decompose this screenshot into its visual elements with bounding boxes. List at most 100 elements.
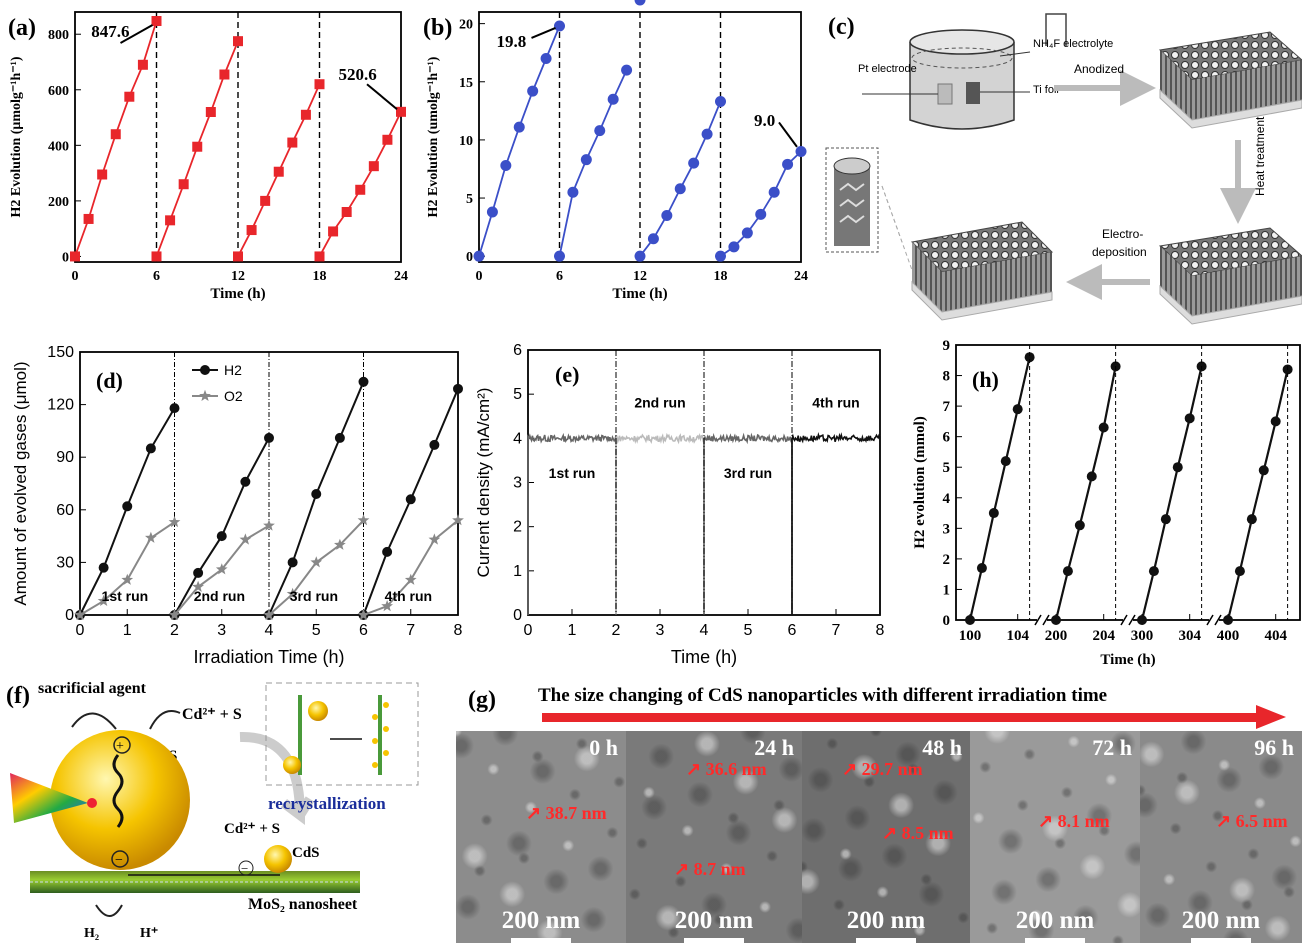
legend-marker (201, 366, 210, 375)
annotation-arrow (779, 122, 797, 146)
scale-bar (1191, 938, 1251, 943)
annotation: 520.6 (339, 65, 377, 84)
run-label: 2nd run (634, 394, 685, 410)
y-tick-label: 5 (466, 192, 473, 207)
data-point (702, 129, 713, 140)
chart-d: 0 1 2 3 4 5 6 7 80306090120150H2O21st run 2nd run… (0, 340, 465, 675)
cd-s-mid-label: Cd²⁺ + S (224, 821, 280, 837)
x-tick-label: 5 (312, 622, 321, 639)
y-tick-label: 3 (513, 475, 522, 492)
schematic-c: (c) Pt electrode NH₄F electrolyte Ti foi… (820, 0, 1302, 335)
particle-size-label: ↗ 8.5 nm (882, 823, 954, 844)
x-tick-label: 200 (1045, 628, 1068, 644)
y-axis-label: Amount of evolved gases (μmol) (11, 361, 30, 605)
data-point (635, 251, 646, 262)
panel-g-header: (g) The size changing of CdS nanoparticl… (456, 675, 1302, 731)
svg-text:−: − (241, 861, 248, 876)
cds-label-2: CdS (292, 845, 320, 861)
data-point-H2 (170, 404, 179, 413)
sem-time-label: 72 h (1092, 735, 1132, 761)
cd-s-top-label: Cd²⁺ + S (182, 706, 242, 723)
data-point (1051, 615, 1061, 625)
scale-bar-label: 200 nm (626, 907, 802, 935)
data-point (1235, 566, 1245, 576)
y-tick-label: 120 (47, 397, 74, 414)
data-point-H2 (217, 532, 226, 541)
x-tick-label: 1 (123, 622, 132, 639)
x-tick-label: 12 (633, 269, 647, 284)
run-label: 3rd run (724, 465, 772, 481)
sem-image-strip: 0 h ↗ 38.7 nm 200 nm 24 h ↗ 36.6 nm ↗ 8.7 nm 2… (456, 731, 1302, 943)
annotation: 19.8 (496, 32, 526, 51)
data-point-H2 (265, 433, 274, 442)
y-tick-label: 60 (56, 502, 74, 519)
data-point (1137, 615, 1147, 625)
schematic-f: (f) sacrificial agent Cd²⁺ + S CdS + − −… (0, 675, 456, 943)
chart-e: 0 1 2 3 4 5 6 7 801234561st run2nd run3rd run4th… (465, 340, 900, 675)
data-point (514, 122, 525, 133)
y-tick-label: 800 (48, 28, 69, 43)
nanotube-array-1 (1160, 32, 1302, 128)
y-tick-label: 0 (513, 607, 522, 624)
x-tick-label: 100 (959, 628, 982, 644)
data-point (1223, 615, 1233, 625)
data-point (287, 138, 297, 148)
x-tick-label: 4 (265, 622, 274, 639)
annotation: 9.0 (754, 111, 775, 130)
x-axis-label: Time (h) (612, 286, 667, 302)
y-tick-label: 400 (48, 139, 69, 154)
panel-label: (a) (8, 15, 36, 41)
scale-bar (856, 938, 916, 943)
data-point (396, 107, 406, 117)
x-tick-label: 18 (714, 269, 728, 284)
x-tick-label: 6 (788, 622, 797, 639)
data-point-O2 (240, 533, 252, 544)
y-axis-label: H2 evolution (mmol) (912, 416, 928, 549)
plot-frame (956, 345, 1300, 620)
x-tick-label: 6 (359, 622, 368, 639)
x-tick-label: 2 (170, 622, 179, 639)
x-axis-label: Time (h) (210, 286, 265, 302)
sem-image: 48 h ↗ 29.7 nm ↗ 8.5 nm 200 nm (802, 731, 971, 943)
x-tick-label: 104 (1006, 628, 1029, 644)
data-point (989, 508, 999, 518)
data-point (97, 170, 107, 180)
y-tick-label: 15 (459, 76, 473, 91)
current-trace (704, 435, 792, 615)
pt-electrode-label: Pt electrode (858, 63, 917, 75)
data-point (315, 79, 325, 89)
data-point (487, 207, 498, 218)
sem-image: 96 h ↗ 6.5 nm 200 nm (1140, 731, 1302, 943)
y-tick-label: 6 (513, 342, 522, 359)
y-tick-label: 5 (943, 460, 951, 476)
y-tick-label: 7 (943, 399, 951, 415)
data-point (84, 214, 94, 224)
y-tick-label: 30 (56, 554, 74, 571)
x-tick-label: 6 (153, 269, 160, 284)
annotation-arrow (532, 28, 556, 38)
hplus-label: H⁺ (140, 926, 158, 941)
y-tick-label: 150 (47, 344, 74, 361)
y-tick-label: 3 (943, 521, 951, 537)
data-point (260, 196, 270, 206)
x-tick-label: 404 (1264, 628, 1287, 644)
y-axis-label: H2 Evolution (umolg⁻¹h⁻¹) (426, 56, 441, 217)
y-tick-label: 2 (513, 519, 522, 536)
sem-image: 72 h ↗ 8.1 nm 200 nm (970, 731, 1141, 943)
x-tick-label: 2 (612, 622, 621, 639)
chart-a: 0 6 12 18 24 0 200 400 600 800 (a) Time (h) H2 Evolu… (0, 0, 415, 315)
x-tick-label: 304 (1178, 628, 1201, 644)
single-nanotube-detail (834, 158, 870, 246)
data-point (782, 159, 793, 170)
data-point-H2 (335, 433, 344, 442)
data-point (1075, 520, 1085, 530)
data-point (315, 251, 325, 261)
panel-g-title: The size changing of CdS nanoparticles w… (538, 685, 1107, 706)
data-point (608, 94, 619, 105)
data-point (541, 53, 552, 64)
particle-size-label: ↗ 29.7 nm (842, 759, 923, 780)
y-axis-label: H2 Evolution (μmolg⁻¹h⁻¹) (9, 56, 24, 217)
x-tick-label: 400 (1217, 628, 1240, 644)
data-point-H2 (99, 563, 108, 572)
data-point (1013, 404, 1023, 414)
